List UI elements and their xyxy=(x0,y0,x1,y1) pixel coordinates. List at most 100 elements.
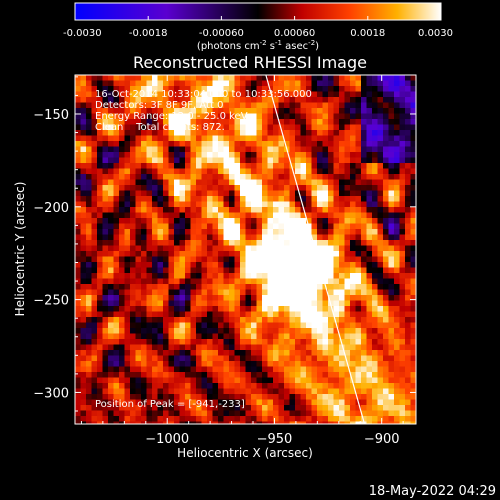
heatmap-cell xyxy=(146,333,153,340)
heatmap-cell xyxy=(245,86,252,93)
heatmap-cell xyxy=(124,157,131,164)
heatmap-cell xyxy=(317,190,324,197)
heatmap-cell xyxy=(284,267,291,274)
heatmap-cell xyxy=(399,229,406,236)
heatmap-cell xyxy=(377,256,384,263)
heatmap-cell xyxy=(394,245,401,252)
heatmap-cell xyxy=(135,328,142,335)
heatmap-cell xyxy=(289,399,296,406)
heatmap-cell xyxy=(344,372,351,379)
heatmap-cell xyxy=(185,141,192,148)
heatmap-cell xyxy=(306,124,313,131)
heatmap-cell xyxy=(229,399,236,406)
heatmap-cell xyxy=(322,212,329,219)
heatmap-cell xyxy=(86,300,93,307)
heatmap-cell xyxy=(163,300,170,307)
heatmap-cell xyxy=(124,168,131,175)
heatmap-cell xyxy=(361,124,368,131)
heatmap-cell xyxy=(399,306,406,313)
heatmap-cell xyxy=(366,394,373,401)
heatmap-cell xyxy=(388,240,395,247)
heatmap-cell xyxy=(152,339,159,346)
heatmap-cell xyxy=(273,289,280,296)
heatmap-cell xyxy=(251,113,258,120)
heatmap-cell xyxy=(146,284,153,291)
heatmap-cell xyxy=(322,256,329,263)
heatmap-cell xyxy=(300,86,307,93)
heatmap-cell xyxy=(399,185,406,192)
heatmap-cell xyxy=(113,278,120,285)
heatmap-cell xyxy=(306,344,313,351)
heatmap-cell xyxy=(322,240,329,247)
heatmap-cell xyxy=(273,157,280,164)
heatmap-cell xyxy=(141,317,148,324)
heatmap-cell xyxy=(339,245,346,252)
heatmap-cell xyxy=(350,317,357,324)
heatmap-cell xyxy=(91,278,98,285)
heatmap-cell xyxy=(344,284,351,291)
x-tick-label: −950 xyxy=(257,432,293,447)
heatmap-cell xyxy=(201,361,208,368)
heatmap-cell xyxy=(97,223,104,230)
heatmap-cell xyxy=(306,196,313,203)
heatmap-cell xyxy=(174,245,181,252)
heatmap-cell xyxy=(163,102,170,109)
heatmap-cell xyxy=(196,135,203,142)
heatmap-cell xyxy=(306,328,313,335)
heatmap-cell xyxy=(157,273,164,280)
heatmap-cell xyxy=(317,168,324,175)
heatmap-cell xyxy=(306,284,313,291)
heatmap-cell xyxy=(366,388,373,395)
heatmap-cell xyxy=(394,234,401,241)
heatmap-cell xyxy=(234,185,241,192)
heatmap-cell xyxy=(212,377,219,384)
heatmap-cell xyxy=(328,124,335,131)
heatmap-cell xyxy=(322,157,329,164)
heatmap-cell xyxy=(350,212,357,219)
heatmap-cell xyxy=(174,223,181,230)
heatmap-cell xyxy=(196,174,203,181)
heatmap-cell xyxy=(333,267,340,274)
heatmap-cell xyxy=(141,207,148,214)
heatmap-cell xyxy=(141,251,148,258)
heatmap-cell xyxy=(234,86,241,93)
heatmap-cell xyxy=(322,388,329,395)
heatmap-cell xyxy=(152,229,159,236)
heatmap-cell xyxy=(207,174,214,181)
heatmap-cell xyxy=(179,146,186,153)
heatmap-cell xyxy=(322,366,329,373)
heatmap-cell xyxy=(157,223,164,230)
heatmap-cell xyxy=(262,141,269,148)
heatmap-cell xyxy=(163,284,170,291)
heatmap-cell xyxy=(218,295,225,302)
heatmap-cell xyxy=(344,333,351,340)
heatmap-cell xyxy=(383,256,390,263)
heatmap-cell xyxy=(311,157,318,164)
heatmap-cell xyxy=(377,108,384,115)
heatmap-cell xyxy=(201,311,208,318)
heatmap-cell xyxy=(366,91,373,98)
heatmap-cell xyxy=(339,119,346,126)
heatmap-cell xyxy=(229,262,236,269)
heatmap-cell xyxy=(212,273,219,280)
heatmap-cell xyxy=(97,350,104,357)
heatmap-cell xyxy=(295,311,302,318)
heatmap-cell xyxy=(135,383,142,390)
heatmap-cell xyxy=(251,152,258,159)
heatmap-cell xyxy=(152,328,159,335)
heatmap-cell xyxy=(240,141,247,148)
heatmap-cell xyxy=(146,251,153,258)
heatmap-cell xyxy=(322,108,329,115)
footer-timestamp: 18-May-2022 04:29 xyxy=(369,484,496,499)
heatmap-cell xyxy=(306,317,313,324)
heatmap-cell xyxy=(146,152,153,159)
heatmap-cell xyxy=(174,163,181,170)
heatmap-cell xyxy=(278,75,285,82)
heatmap-cell xyxy=(405,212,412,219)
heatmap-cell xyxy=(394,251,401,258)
heatmap-cell xyxy=(86,267,93,274)
heatmap-cell xyxy=(284,339,291,346)
heatmap-cell xyxy=(146,218,153,225)
heatmap-cell xyxy=(102,141,109,148)
heatmap-cell xyxy=(262,218,269,225)
